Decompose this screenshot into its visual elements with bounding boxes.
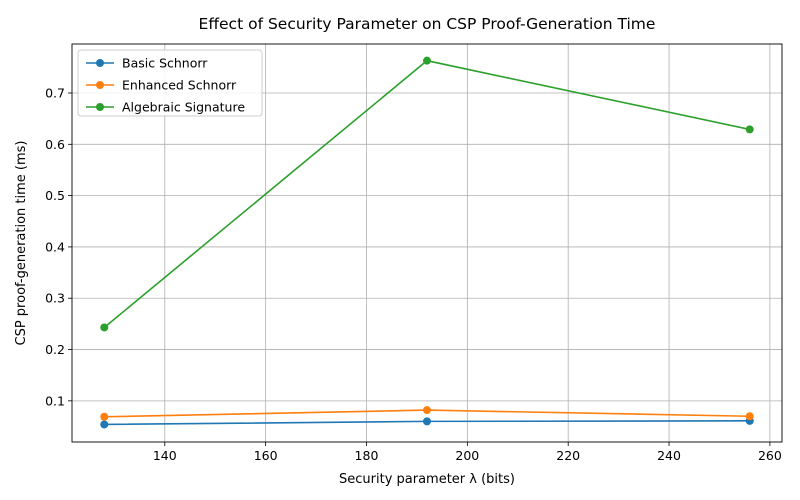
x-tick-label: 200: [455, 448, 479, 463]
legend-label: Basic Schnorr: [122, 56, 208, 71]
data-point: [100, 323, 109, 332]
y-tick-label: 0.7: [45, 85, 65, 100]
series-enhanced-schnorr: [100, 406, 754, 421]
series-layer: [100, 56, 754, 429]
x-tick-label: 160: [254, 448, 278, 463]
legend-label: Algebraic Signature: [122, 100, 245, 115]
series-algebraic-signature: [100, 56, 754, 332]
data-point: [100, 420, 109, 429]
data-point: [423, 417, 431, 426]
data-point: [745, 412, 754, 421]
y-tick-label: 0.6: [45, 137, 65, 152]
y-tick-label: 0.4: [45, 239, 65, 254]
x-tick-label: 260: [758, 448, 782, 463]
legend-marker: [96, 59, 104, 67]
y-tick-label: 0.1: [45, 393, 65, 408]
x-axis-title: Security parameter λ (bits): [339, 472, 515, 487]
x-tick-label: 220: [556, 448, 580, 463]
data-point: [100, 412, 109, 421]
legend-label: Enhanced Schnorr: [122, 78, 237, 93]
chart-title: Effect of Security Parameter on CSP Proo…: [199, 15, 656, 33]
data-point: [745, 125, 754, 134]
legend-marker: [96, 103, 104, 111]
y-tick-label: 0.5: [45, 188, 65, 203]
y-tick-label: 0.2: [45, 342, 65, 357]
y-axis: 0.1 0.2 0.3 0.4 0.5 0.6 0.7: [45, 85, 72, 408]
x-tick-label: 240: [657, 448, 681, 463]
legend: Basic Schnorr Enhanced Schnorr Algebraic S…: [77, 49, 263, 117]
x-tick-label: 180: [355, 448, 379, 463]
legend-box: [77, 49, 263, 117]
x-tick-label: 140: [153, 448, 177, 463]
legend-marker: [96, 81, 104, 89]
y-axis-title: CSP proof-generation time (ms): [14, 141, 29, 346]
x-axis: 140 160 180 200 220 240 260: [153, 442, 782, 463]
data-point: [423, 406, 431, 415]
data-point: [423, 56, 431, 65]
plot-frame: [71, 43, 783, 443]
y-tick-label: 0.3: [45, 291, 65, 306]
